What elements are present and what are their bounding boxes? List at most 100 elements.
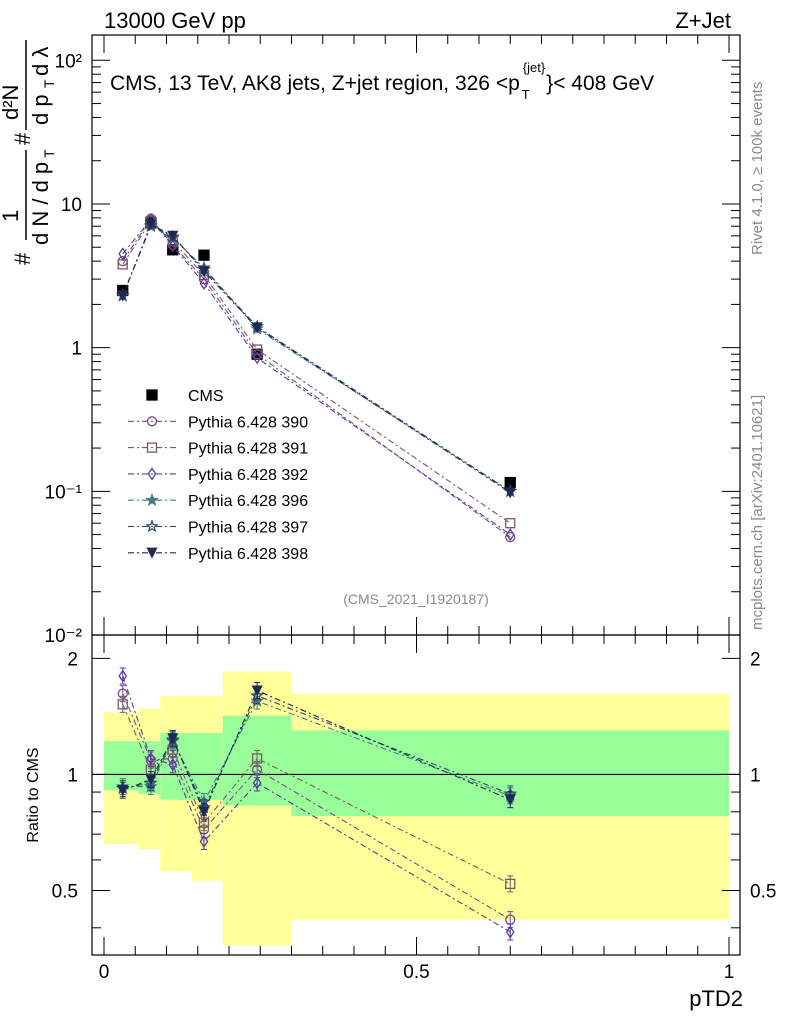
series-point	[198, 266, 210, 278]
svg-text:T: T	[41, 79, 57, 88]
analysis-tag: (CMS_2021_I1920187)	[343, 591, 489, 607]
ratio-point	[504, 794, 516, 806]
legend-marker	[146, 547, 158, 559]
svg-text:d p: d p	[28, 94, 53, 125]
y-tick-label: 10	[61, 195, 82, 216]
legend-marker	[146, 442, 158, 453]
ratio-point	[505, 878, 516, 890]
legend-label: CMS	[188, 388, 224, 405]
ratio-line	[122, 700, 511, 803]
legend-entry: Pythia 6.428 391	[128, 441, 308, 458]
legend-entry: Pythia 6.428 397	[128, 519, 308, 537]
ratio-line	[122, 704, 511, 885]
series-line	[122, 220, 511, 524]
series-point	[199, 276, 209, 290]
series-line	[122, 217, 511, 538]
y-tick-label: 10⁻²	[45, 626, 83, 647]
series-point	[505, 531, 516, 543]
ratio-point	[198, 806, 210, 818]
legend-entry: Pythia 6.428 398	[128, 546, 308, 563]
series-point	[118, 247, 128, 261]
series-point	[251, 344, 263, 355]
series-point	[251, 322, 263, 334]
svg-text:CMS, 13 TeV, AK8 jets, Z+jet r: CMS, 13 TeV, AK8 jets, Z+jet region, 326…	[110, 72, 520, 95]
legend-entry: Pythia 6.428 392	[128, 467, 308, 484]
y-axis-label-main: # 1 d N / d p T # d²N d p T d λ	[0, 40, 57, 265]
ratio-line	[122, 689, 511, 814]
ratio-point	[117, 785, 129, 797]
ratio-band-inner	[104, 741, 139, 791]
svg-text:1: 1	[0, 210, 23, 222]
legend-label: Pythia 6.428 390	[188, 414, 308, 431]
svg-text:d²N: d²N	[0, 85, 23, 120]
svg-text:}< 408 GeV: }< 408 GeV	[546, 72, 654, 95]
legend-label: Pythia 6.428 397	[188, 520, 308, 537]
x-axis-label: pTD2	[689, 986, 743, 1011]
y-tick-label: 10⁻¹	[45, 482, 83, 503]
ratio-band-inner	[191, 733, 223, 800]
y-tick-label: 1	[71, 339, 82, 360]
legend-marker	[145, 519, 159, 533]
legend-marker	[147, 467, 157, 481]
ratio-y-tick-label-left: 1	[67, 765, 78, 786]
legend-label: Pythia 6.428 398	[188, 546, 308, 563]
ratio-point	[199, 834, 209, 849]
legend-label: Pythia 6.428 392	[188, 467, 308, 484]
legend-marker	[146, 389, 158, 401]
ratio-band-outer	[222, 671, 292, 946]
series-point	[252, 351, 262, 365]
series-point	[168, 239, 178, 253]
legend-label: Pythia 6.428 396	[188, 493, 308, 510]
ratio-point	[117, 699, 128, 710]
series-point	[117, 255, 128, 267]
series-point	[117, 290, 129, 302]
header-left: 13000 GeV pp	[104, 8, 246, 33]
series-line	[122, 224, 511, 492]
data-point	[198, 249, 210, 261]
legend-marker	[145, 492, 159, 507]
ratio-point	[252, 776, 262, 790]
ratio-point	[118, 669, 128, 683]
ratio-y-tick-label-right: 2	[750, 649, 761, 670]
mcplots-label: mcplots.cern.ch [arXiv:2401.10621]	[749, 395, 766, 630]
ratio-line	[122, 693, 511, 921]
ratio-point	[251, 753, 263, 764]
legend-label: Pythia 6.428 391	[188, 441, 308, 458]
svg-text:T: T	[522, 87, 530, 102]
legend-entry: CMS	[146, 388, 224, 405]
ratio-line	[122, 675, 511, 933]
svg-text:d λ: d λ	[28, 47, 53, 76]
y-tick-label: 10²	[55, 51, 82, 72]
ratio-point	[251, 685, 263, 697]
rivet-label: Rivet 4.1.0, ≥ 100k events	[749, 82, 766, 255]
svg-text:#: #	[10, 132, 35, 145]
ratio-y-tick-label-right: 1	[750, 765, 761, 786]
series-point	[145, 219, 157, 231]
x-tick-label: 0	[99, 962, 110, 983]
series-line	[122, 225, 511, 492]
series-point	[504, 487, 516, 499]
svg-text:T: T	[41, 149, 57, 158]
ratio-point	[505, 925, 515, 939]
ratio-point	[146, 751, 156, 766]
x-tick-label: 1	[724, 962, 735, 983]
svg-text:{jet}: {jet}	[523, 60, 546, 75]
series-point	[505, 528, 515, 542]
legend-entry: Pythia 6.428 396	[128, 492, 308, 510]
ratio-y-tick-label-left: 0.5	[52, 881, 78, 902]
legend-marker	[146, 416, 158, 427]
series-point	[167, 230, 179, 242]
x-tick-label: 0.5	[403, 962, 429, 983]
ratio-point	[167, 733, 179, 745]
svg-text:#: #	[10, 252, 35, 265]
ratio-point	[145, 774, 157, 786]
svg-text:d N / d p: d N / d p	[28, 162, 53, 245]
legend-entry: Pythia 6.428 390	[128, 414, 308, 431]
ratio-y-tick-label-left: 2	[67, 649, 78, 670]
series-line	[122, 223, 511, 494]
ratio-y-tick-label-right: 0.5	[750, 881, 776, 902]
plot-title: CMS, 13 TeV, AK8 jets, Z+jet region, 326…	[110, 60, 654, 102]
ratio-point	[168, 758, 178, 772]
series-line	[122, 218, 511, 536]
